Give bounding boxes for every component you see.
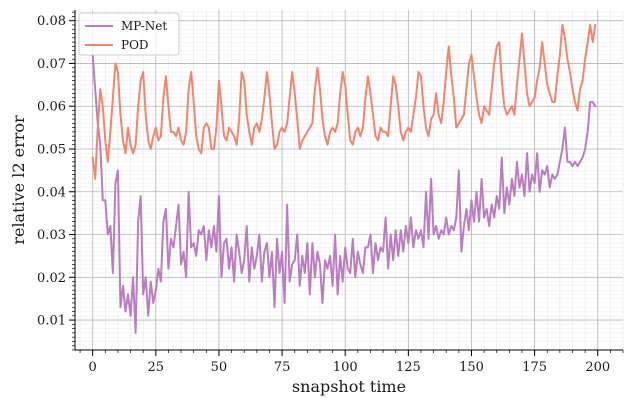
x-tick-label: 100 — [333, 360, 358, 375]
y-tick-label: 0.01 — [37, 314, 66, 329]
y-tick-label: 0.05 — [37, 142, 66, 157]
y-tick-label: 0.08 — [37, 14, 66, 29]
series-line-pod — [91, 23, 597, 180]
y-axis-title: relative l2 error — [9, 115, 28, 245]
y-tick-label: 0.07 — [37, 57, 66, 72]
legend-label-pod: POD — [121, 38, 149, 52]
y-tick-label: 0.06 — [37, 100, 66, 115]
series-line-mp-net — [91, 53, 597, 334]
legend-label-mp-net: MP-Net — [121, 19, 167, 33]
x-ticks: 0 25 50 75 100 125 150 175 200 — [79, 350, 624, 375]
x-tick-label: 50 — [211, 360, 228, 375]
x-tick-label: 125 — [396, 360, 421, 375]
y-tick-label: 0.02 — [37, 271, 66, 286]
x-tick-label: 150 — [459, 360, 484, 375]
legend: MP-Net POD — [78, 12, 180, 56]
x-tick-label: 75 — [274, 360, 291, 375]
axes — [74, 10, 623, 351]
x-tick-label: 0 — [89, 360, 97, 375]
y-tick-label: 0.03 — [37, 228, 66, 243]
series-lines — [91, 23, 597, 334]
y-tick-label: 0.04 — [37, 185, 66, 200]
x-tick-label: 25 — [148, 360, 165, 375]
x-tick-label: 175 — [522, 360, 547, 375]
y-ticks: 0.01 0.02 0.03 0.04 0.05 0.06 0.07 0.08 — [37, 11, 75, 351]
x-axis-title: snapshot time — [292, 377, 406, 396]
x-tick-label: 200 — [585, 360, 610, 375]
